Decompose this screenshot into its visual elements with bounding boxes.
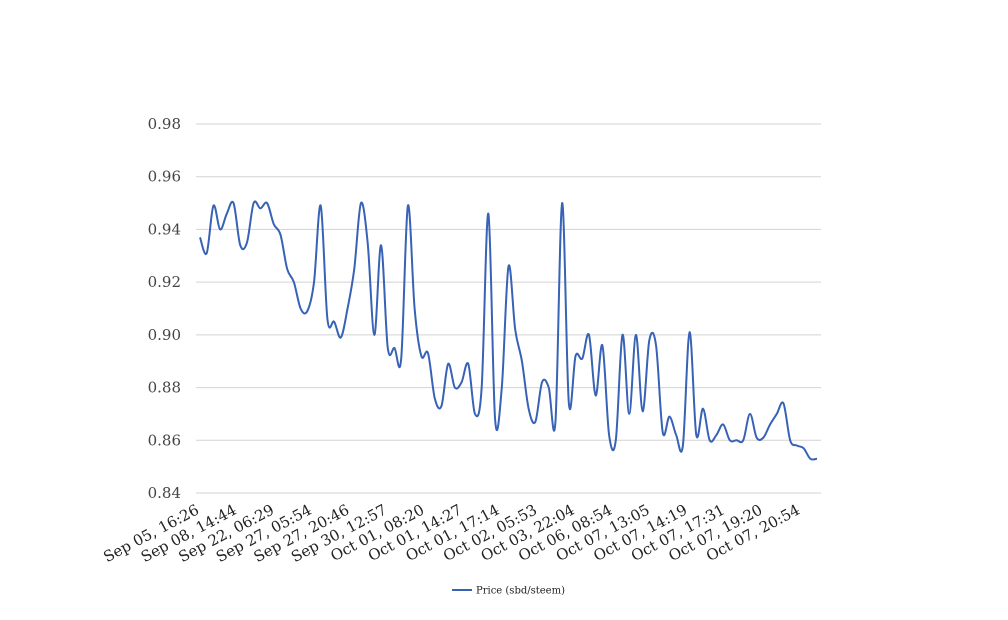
y-tick-label: 0.98 [148, 115, 181, 133]
series-layer [199, 200, 818, 461]
y-tick-label: 0.96 [148, 168, 181, 186]
gridlines [196, 123, 821, 494]
y-tick-label: 0.92 [148, 273, 181, 291]
y-tick-label: 0.90 [148, 326, 181, 344]
y-tick-label: 0.88 [148, 379, 181, 397]
y-axis-ticks: 0.84 0.86 0.88 0.90 0.92 0.94 0.96 0.98 [148, 115, 181, 502]
legend-label-price: Price (sbd/steem) [476, 586, 565, 597]
y-tick-label: 0.94 [148, 220, 181, 238]
y-tick-label: 0.86 [148, 431, 181, 449]
series-line-price [199, 200, 818, 461]
legend[interactable]: Price (sbd/steem) [452, 586, 565, 597]
y-tick-label: 0.84 [148, 484, 181, 502]
